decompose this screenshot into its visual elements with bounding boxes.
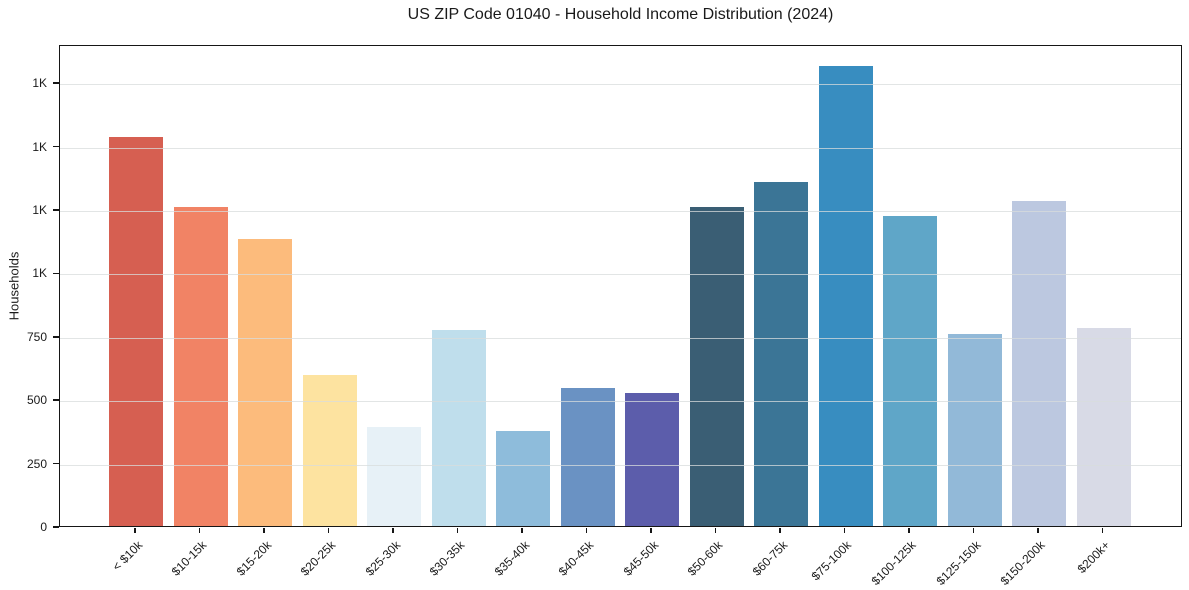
bar-5-$25-30k	[367, 427, 421, 526]
gridline	[60, 274, 1181, 276]
x-tick-mark	[198, 528, 201, 533]
x-tick-label: $40-45k	[555, 538, 597, 579]
y-tick-label: 500	[26, 393, 47, 408]
y-tick-label: 250	[26, 456, 47, 471]
x-tick-label: $60-75k	[749, 538, 790, 579]
plot-area	[59, 45, 1182, 527]
x-tick-label: $20-25k	[297, 538, 339, 579]
x-tick-label: $30-35k	[426, 538, 468, 579]
bar-15-$150-200k	[1012, 200, 1066, 526]
x-tick-mark	[1037, 528, 1039, 533]
x-tick-label: $150-200k	[997, 538, 1048, 589]
x-tick-mark	[263, 528, 265, 533]
x-tick-mark	[392, 528, 394, 533]
x-tick-mark	[779, 528, 781, 533]
x-tick-label: $45-50k	[620, 538, 661, 579]
gridline	[60, 147, 1181, 149]
x-tick-mark	[908, 528, 910, 533]
x-tick-mark	[585, 528, 588, 533]
y-tick-mark	[53, 272, 59, 275]
gridline	[60, 464, 1181, 466]
x-tick-mark	[456, 528, 459, 533]
x-tick-mark	[843, 528, 846, 533]
y-tick-mark	[53, 145, 59, 148]
y-tick-mark	[53, 526, 59, 528]
x-tick-label: $75-100k	[809, 538, 855, 584]
x-tick-mark	[327, 528, 330, 533]
gridline	[60, 337, 1181, 339]
bar-12-$75-100k	[818, 66, 873, 526]
x-tick-label: $100-125k	[868, 538, 919, 589]
bar-2-$10-15k	[173, 206, 228, 526]
x-tick-label: $35-40k	[491, 538, 532, 579]
y-tick-label: 1K	[32, 202, 47, 217]
x-tick-label: $50-60k	[684, 538, 726, 579]
y-axis: 0 250 500 750 1K 1K 1K 1K	[0, 45, 59, 534]
bar-11-$60-75k	[754, 182, 808, 526]
bar-1-< $10k	[109, 137, 163, 526]
x-tick-label: $200k+	[1074, 538, 1113, 576]
bar-13-$100-125k	[883, 216, 937, 526]
x-tick-mark	[1101, 528, 1104, 533]
y-tick-label: 1K	[32, 139, 47, 154]
y-tick-mark	[53, 399, 59, 401]
gridline	[60, 84, 1181, 86]
y-tick-label: 750	[26, 329, 47, 344]
x-tick-mark	[521, 528, 523, 533]
x-tick-label: $10-15k	[168, 538, 210, 579]
y-tick-label: 1K	[32, 266, 47, 281]
x-tick-mark	[972, 528, 975, 533]
bar-14-$125-150k	[947, 333, 1002, 526]
x-tick-mark	[134, 528, 136, 533]
bar-6-$30-35k	[431, 329, 486, 526]
bar-16-$200k+	[1076, 328, 1131, 526]
bar-10-$50-60k	[689, 207, 744, 526]
x-tick-label: < $10k	[109, 538, 145, 574]
gridline	[60, 401, 1181, 403]
bar-3-$15-20k	[238, 239, 292, 526]
x-tick-mark	[714, 528, 717, 533]
x-tick-label: $25-30k	[362, 538, 403, 579]
gridline	[60, 210, 1181, 212]
x-tick-label: $15-20k	[233, 538, 274, 579]
x-tick-label: $125-150k	[933, 538, 984, 589]
x-axis: < $10k $10-15k $15-20k $20-25k $25-30k $30-35…	[59, 527, 1182, 589]
bar-9-$45-50k	[625, 393, 679, 526]
y-tick-mark	[53, 82, 59, 84]
y-tick-mark	[53, 336, 59, 338]
y-tick-label: 0	[40, 520, 47, 534]
x-tick-mark	[650, 528, 652, 533]
y-tick-label: 1K	[32, 76, 47, 91]
bar-4-$20-25k	[302, 375, 357, 526]
bar-8-$40-45k	[560, 388, 615, 526]
bar-7-$35-40k	[496, 430, 550, 526]
y-tick-mark	[53, 209, 59, 211]
chart-title: US ZIP Code 01040 - Household Income Dis…	[407, 6, 834, 23]
y-tick-mark	[53, 462, 59, 465]
